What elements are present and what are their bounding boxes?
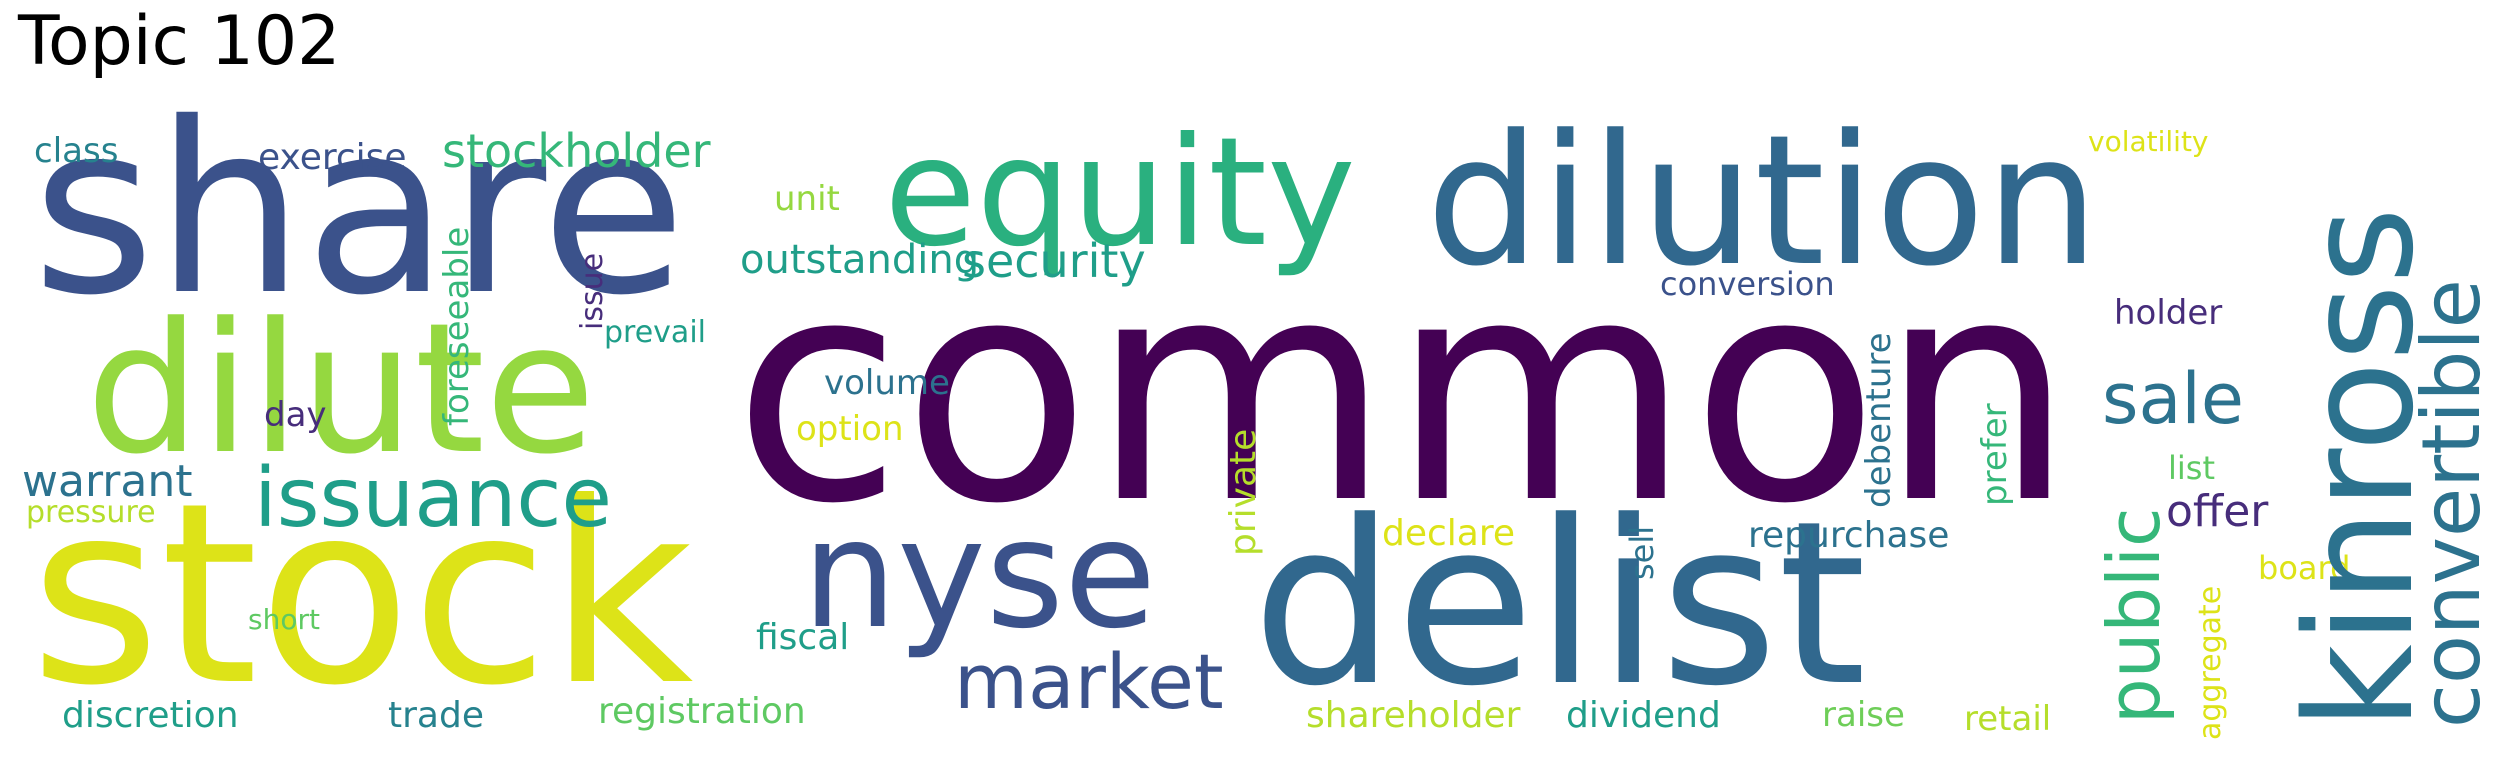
word-exercise: exercise <box>258 137 407 178</box>
word-foreseeable: foreseeable <box>437 226 477 426</box>
word-conversion: conversion <box>1660 265 1835 303</box>
word-shareholder: shareholder <box>1306 695 1521 736</box>
word-issue: issue <box>575 252 610 330</box>
word-option: option <box>796 409 904 449</box>
word-convertible: convertible <box>2405 279 2498 728</box>
word-registration: registration <box>598 691 806 732</box>
word-outstanding: outstanding <box>740 237 980 283</box>
word-debenture: debenture <box>1859 332 1899 508</box>
word-trade: trade <box>388 695 484 736</box>
word-raise: raise <box>1822 695 1905 735</box>
word-holder: holder <box>2114 293 2223 333</box>
word-warrant: warrant <box>22 456 193 507</box>
word-pressure: pressure <box>26 495 156 530</box>
word-dividend: dividend <box>1566 695 1721 736</box>
word-security: security <box>962 234 1146 288</box>
word-unit: unit <box>774 179 840 219</box>
word-issuance: issuance <box>254 451 612 546</box>
word-public: public <box>2092 507 2176 724</box>
word-prefer: prefer <box>1975 403 2015 506</box>
word-discretion: discretion <box>62 695 239 736</box>
word-volume: volume <box>824 363 950 403</box>
word-private: private <box>1223 428 1264 556</box>
word-offer: offer <box>2166 486 2269 537</box>
word-retail: retail <box>1964 699 2052 739</box>
chart-title: Topic 102 <box>18 2 341 81</box>
word-declare: declare <box>1382 513 1516 554</box>
word-market: market <box>954 637 1224 726</box>
word-delist: delist <box>1252 473 1867 736</box>
word-class: class <box>34 131 119 171</box>
word-aggregate: aggregate <box>2193 585 2228 740</box>
word-repurchase: repurchase <box>1748 515 1950 556</box>
word-short: short <box>248 603 320 636</box>
word-stock: stock <box>30 449 694 740</box>
word-dilute: dilute <box>86 285 596 494</box>
word-day: day <box>264 395 327 435</box>
word-dilution: dilution <box>1426 97 2100 306</box>
word-sale: sale <box>2102 358 2244 440</box>
word-common: common <box>733 212 2075 571</box>
word-volatility: volatility <box>2088 125 2209 158</box>
word-share: share <box>32 72 687 347</box>
word-equity: equity <box>884 106 1356 280</box>
word-board: board <box>2258 549 2351 587</box>
word-stockholder: stockholder <box>442 124 711 178</box>
word-fiscal: fiscal <box>756 617 850 658</box>
word-nyse: nyse <box>802 488 1157 662</box>
word-list: list <box>2168 449 2215 487</box>
word-sell: sell <box>1623 525 1661 580</box>
word-prevail: prevail <box>604 315 706 350</box>
